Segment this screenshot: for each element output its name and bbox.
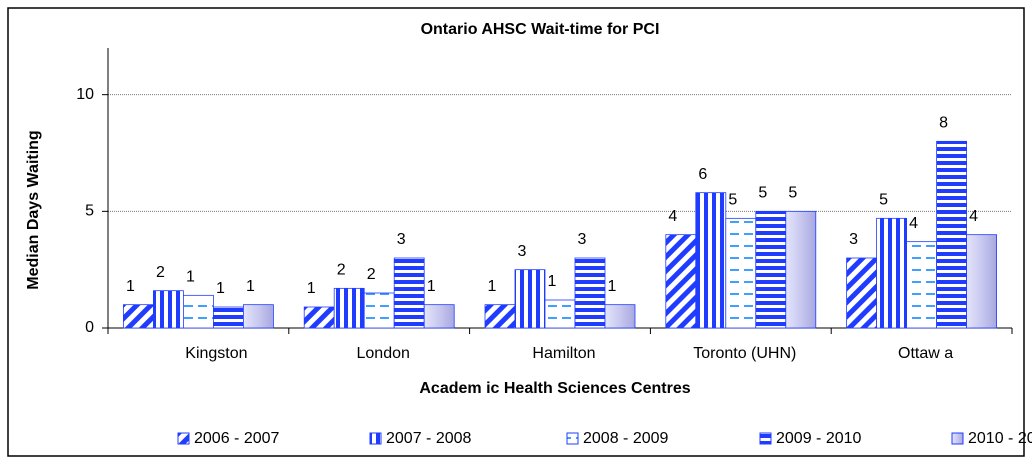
legend-swatch xyxy=(951,432,964,445)
bar xyxy=(544,299,576,329)
legend-swatch xyxy=(566,432,579,445)
bar xyxy=(906,241,937,329)
bar xyxy=(876,217,907,329)
data-label: 3 xyxy=(578,231,587,248)
bar xyxy=(152,290,184,329)
y-tick-label: 5 xyxy=(85,203,94,220)
bar xyxy=(484,304,516,329)
data-label: 4 xyxy=(668,208,677,225)
bar xyxy=(333,287,365,329)
bar xyxy=(755,210,787,329)
chart-title: Ontario AHSC Wait-time for PCI xyxy=(421,21,660,38)
legend-swatch xyxy=(177,432,190,445)
x-tick-label: Toronto (UHN) xyxy=(693,345,796,362)
bar xyxy=(604,304,636,329)
data-label: 3 xyxy=(849,231,858,248)
bar xyxy=(725,217,757,329)
legend-swatch xyxy=(369,432,382,445)
legend-label: 2009 - 2010 xyxy=(776,430,862,447)
x-tick-label: Ottaw a xyxy=(898,345,953,362)
data-label: 1 xyxy=(246,278,255,295)
bar xyxy=(936,140,967,329)
x-axis-title: Academ ic Health Sciences Centres xyxy=(419,380,690,397)
legend-label: 2007 - 2008 xyxy=(386,430,472,447)
y-axis-title: Median Days Waiting xyxy=(25,130,42,289)
bar xyxy=(695,192,727,329)
data-label: 1 xyxy=(608,278,617,295)
data-label: 5 xyxy=(879,192,888,209)
data-label: 1 xyxy=(186,269,195,286)
data-label: 8 xyxy=(939,115,948,132)
data-label: 2 xyxy=(337,262,346,279)
bar xyxy=(242,304,274,329)
data-label: 1 xyxy=(548,273,557,290)
data-label: 6 xyxy=(698,166,707,183)
data-label: 4 xyxy=(969,208,978,225)
bar xyxy=(846,257,877,329)
data-label: 1 xyxy=(427,278,436,295)
legend-label: 2008 - 2009 xyxy=(583,430,669,447)
data-label: 1 xyxy=(488,278,497,295)
chart-border xyxy=(7,7,1025,457)
y-tick-label: 0 xyxy=(85,319,94,336)
bar xyxy=(363,292,395,329)
data-label: 5 xyxy=(758,185,767,202)
bar xyxy=(182,294,214,329)
y-tick-label: 10 xyxy=(76,86,94,103)
data-label: 3 xyxy=(397,231,406,248)
bar xyxy=(785,210,817,329)
x-tick-label: London xyxy=(357,345,410,362)
legend-swatch xyxy=(759,432,772,445)
bar xyxy=(574,257,606,329)
data-label: 2 xyxy=(367,266,376,283)
data-label: 1 xyxy=(216,280,225,297)
data-label: 1 xyxy=(126,278,135,295)
data-label: 3 xyxy=(518,243,527,260)
data-label: 1 xyxy=(307,280,316,297)
x-tick-label: Kingston xyxy=(185,345,247,362)
bar xyxy=(423,304,455,329)
bar xyxy=(514,269,546,329)
data-label: 5 xyxy=(788,185,797,202)
x-tick-label: Hamilton xyxy=(532,345,595,362)
data-label: 4 xyxy=(909,215,918,232)
legend-label: 2010 - 2011 xyxy=(968,430,1032,447)
bar xyxy=(393,257,425,329)
data-label: 5 xyxy=(728,192,737,209)
bar xyxy=(665,234,697,329)
bar xyxy=(123,304,154,329)
bar xyxy=(212,306,244,329)
data-label: 2 xyxy=(156,264,165,281)
legend-label: 2006 - 2007 xyxy=(194,430,280,447)
bar xyxy=(966,234,997,329)
bar xyxy=(303,306,335,329)
